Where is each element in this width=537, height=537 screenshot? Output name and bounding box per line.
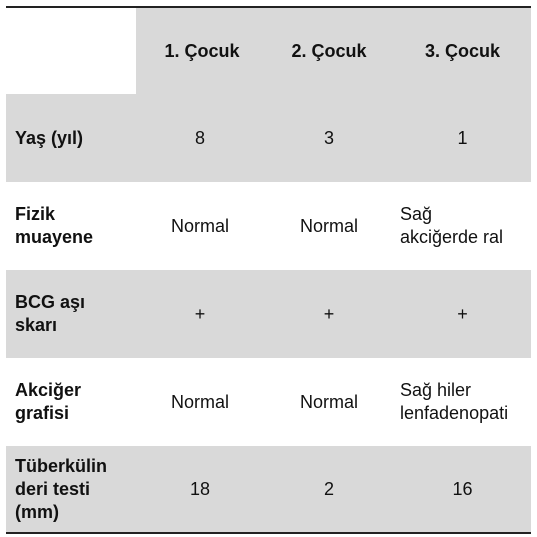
- row-label-physical-exam: Fizik muayene: [15, 204, 94, 247]
- table-cell: 1: [457, 127, 468, 148]
- table-cell: 18: [189, 478, 211, 499]
- table-header-row: 1. Çocuk 2. Çocuk 3. Çocuk: [6, 8, 531, 94]
- table-cell: 16: [452, 478, 473, 499]
- header-child-1: 1. Çocuk: [164, 41, 240, 61]
- table-cell: +: [194, 303, 206, 324]
- row-label-age: Yaş (yıl): [15, 127, 84, 148]
- table-cell: Normal: [299, 391, 358, 412]
- table-row-physical-exam: Fizik muayene Normal Normal Sağ akciğerd…: [6, 182, 531, 270]
- header-child-3: 3. Çocuk: [424, 41, 501, 61]
- table-cell: Sağ hiler lenfadenopati: [400, 380, 509, 423]
- table-row-tuberculin-test: Tüberkülin deri testi (mm) 18 2 16: [6, 446, 531, 532]
- table-cell: +: [323, 303, 335, 324]
- row-label-bcg-scar: BCG aşı skarı: [15, 292, 86, 335]
- header-child-2: 2. Çocuk: [291, 41, 367, 61]
- table-cell: 2: [323, 478, 334, 499]
- row-label-chest-xray: Akciğer grafisi: [15, 380, 82, 423]
- table-cell: Normal: [170, 215, 229, 236]
- comparison-table: 1. Çocuk 2. Çocuk 3. Çocuk Yaş (yıl) 8 3…: [6, 6, 531, 534]
- table-row-age: Yaş (yıl) 8 3 1: [6, 94, 531, 182]
- table-cell: Normal: [170, 391, 229, 412]
- header-corner-cell: [6, 8, 136, 94]
- table-cell: Normal: [299, 215, 358, 236]
- table-cell: 8: [194, 127, 205, 148]
- table-cell: Sağ akciğerde ral: [400, 204, 504, 247]
- table-cell: 3: [323, 127, 334, 148]
- table-row-chest-xray: Akciğer grafisi Normal Normal Sağ hiler …: [6, 358, 531, 446]
- table-row-bcg-scar: BCG aşı skarı + + +: [6, 270, 531, 358]
- table-cell: +: [457, 303, 468, 324]
- row-label-tuberculin-test: Tüberkülin deri testi (mm): [15, 455, 108, 522]
